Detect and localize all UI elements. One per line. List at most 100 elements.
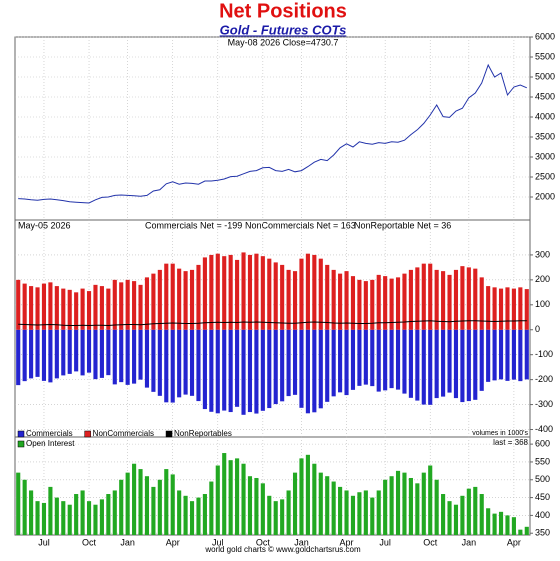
bar [247, 476, 253, 535]
bar [357, 492, 362, 535]
bar [486, 329, 491, 382]
bar [196, 497, 201, 535]
bar [524, 526, 529, 535]
bar [41, 502, 47, 535]
panel-frame [14, 36, 531, 221]
bar [299, 458, 304, 535]
bar [305, 253, 310, 330]
bar [280, 329, 285, 402]
bar [93, 284, 98, 330]
bar [112, 329, 117, 385]
bar [286, 269, 291, 330]
bar [383, 479, 388, 535]
legend-swatch [17, 430, 25, 438]
annotation: NonReportable Net = 36 [354, 220, 451, 230]
y-tick-label: 450 [535, 492, 550, 502]
bar [325, 264, 330, 330]
x-tick-label: Oct [256, 537, 271, 547]
bar [389, 278, 394, 330]
bar [61, 329, 66, 376]
bar [344, 329, 349, 396]
bar [363, 281, 368, 330]
bar [434, 269, 439, 330]
bar [376, 274, 381, 330]
bar [318, 329, 323, 409]
bar [383, 276, 388, 330]
bar [305, 454, 310, 535]
bar [151, 273, 156, 330]
bar [16, 472, 21, 535]
bar [22, 329, 27, 382]
bar [112, 490, 117, 535]
bar [247, 329, 253, 413]
bar [466, 329, 471, 402]
bar [498, 288, 504, 330]
bar [434, 479, 439, 535]
legend-label: Open Interest [26, 439, 75, 448]
bar [228, 329, 233, 413]
bar [357, 279, 362, 330]
bar [267, 329, 272, 409]
y-tick-label: -400 [535, 424, 553, 434]
bar [505, 515, 510, 535]
bar [196, 264, 201, 330]
bar [202, 257, 207, 330]
series-line [18, 320, 527, 327]
bar [202, 494, 207, 535]
bar [312, 254, 317, 330]
bar [41, 329, 47, 381]
bar [241, 463, 246, 535]
bar [151, 329, 156, 392]
x-tick-label: Jul [212, 537, 224, 547]
bar [441, 271, 446, 330]
bar [125, 329, 130, 385]
panel-frame [14, 436, 531, 536]
bar [280, 499, 285, 535]
bar [389, 329, 394, 389]
y-tick-label: 4500 [535, 91, 555, 101]
annotation: May-05 2026 [18, 220, 71, 230]
y-tick-label: -300 [535, 399, 553, 409]
bar [235, 259, 240, 330]
bar [215, 465, 220, 535]
bar [215, 253, 220, 330]
bar [376, 490, 381, 535]
note: volumes in 1000's [472, 430, 528, 437]
bar [74, 329, 79, 372]
bar [447, 329, 452, 393]
bar [177, 268, 182, 330]
bar [196, 329, 201, 402]
y-tick-label: 3000 [535, 151, 555, 161]
bar [395, 329, 401, 390]
bar [363, 490, 368, 535]
bar [428, 329, 433, 405]
bar [524, 329, 529, 380]
bar [453, 269, 459, 330]
bar [16, 329, 21, 386]
x-tick-label: Jan [294, 537, 309, 547]
bar [189, 501, 195, 535]
bar [222, 329, 227, 411]
bar [93, 504, 98, 535]
bar [132, 463, 137, 535]
bar [138, 329, 143, 380]
x-tick-label: Jul [38, 537, 50, 547]
bar [338, 486, 343, 535]
panel-frame [14, 219, 531, 438]
bar [183, 329, 188, 395]
y-tick-label: 2500 [535, 171, 555, 181]
bar [280, 264, 285, 330]
bar [447, 274, 452, 330]
bar [157, 269, 162, 330]
bar [67, 289, 72, 330]
bar [157, 479, 162, 535]
annotation: May-08 2026 Close=4730.7 [228, 37, 339, 47]
bar [247, 254, 253, 330]
bar [119, 329, 124, 383]
y-tick-label: 5500 [535, 51, 555, 61]
bar [106, 494, 111, 535]
bar [106, 288, 111, 330]
bar [125, 472, 130, 535]
bar [492, 287, 497, 330]
chart-subtitle: Gold - Futures COTs [220, 22, 347, 37]
